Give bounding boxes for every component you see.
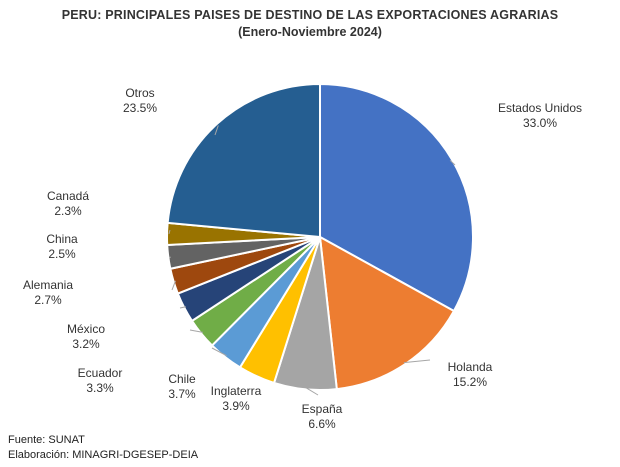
pie-slice-estados-unidos [319,82,474,313]
leader-line [403,359,431,364]
slice-label: España 6.6% [302,402,343,431]
slice-label: Alemania 2.7% [23,278,73,307]
slice-label-value: 2.5% [48,247,76,261]
leader-line [449,159,456,166]
slice-label: Holanda 15.2% [448,360,493,389]
slice-label-name: China [46,232,78,246]
slice-label-value: 2.7% [34,293,62,307]
slice-label-name: Otros [125,86,154,100]
pie-slice-otros [166,82,321,239]
leader-line [189,329,204,333]
leader-line [211,347,227,357]
elaboration-note: Elaboración: MINAGRI-DGESEP-DEIA [8,449,199,461]
slice-label-value: 23.5% [123,101,157,115]
slice-label-value: 6.6% [308,417,336,431]
slice-labels: Estados Unidos 33.0% Holanda 15.2% España 6.6… [23,86,582,431]
slice-label-value: 2.3% [54,204,82,218]
slice-label-value: 33.0% [523,116,557,130]
slice-label: Chile 3.7% [168,372,196,401]
slice-label: Canadá 2.3% [47,189,89,218]
slice-label: Otros 23.5% [123,86,157,115]
slice-label-name: Canadá [47,189,89,203]
slice-label-name: Ecuador [78,366,123,380]
slice-label-name: Holanda [448,360,493,374]
slice-label-name: España [302,402,343,416]
leader-line [305,386,319,396]
slice-label: Ecuador 3.3% [78,366,123,395]
source-note: Fuente: SUNAT [8,434,85,446]
chart-subtitle: (Enero-Noviembre 2024) [238,25,382,39]
slice-label-value: 3.2% [72,337,100,351]
pie-slice-holanda [318,235,456,391]
slice-label-name: México [67,322,105,336]
slice-label-value: 3.9% [222,399,250,413]
slice-label-name: Estados Unidos [498,101,582,115]
slice-label-name: Inglaterra [211,384,262,398]
leader-line [168,229,171,235]
slice-label-value: 3.3% [86,381,114,395]
leader-lines [168,125,456,396]
chart-title: PERU: PRINCIPALES PAISES DE DESTINO DE L… [61,8,559,22]
slice-label: China 2.5% [46,232,78,261]
slice-label-name: Chile [168,372,196,386]
leader-line [214,125,219,136]
slice-label-value: 15.2% [453,375,487,389]
slice-label-value: 3.7% [168,387,196,401]
pie-slices [166,82,474,391]
leader-line [179,306,187,309]
slice-label: Inglaterra 3.9% [211,384,262,413]
slice-label-name: Alemania [23,278,73,292]
slice-label: México 3.2% [67,322,105,351]
leader-line [171,280,176,291]
slice-label: Estados Unidos 33.0% [498,101,582,130]
leader-line [257,374,259,376]
